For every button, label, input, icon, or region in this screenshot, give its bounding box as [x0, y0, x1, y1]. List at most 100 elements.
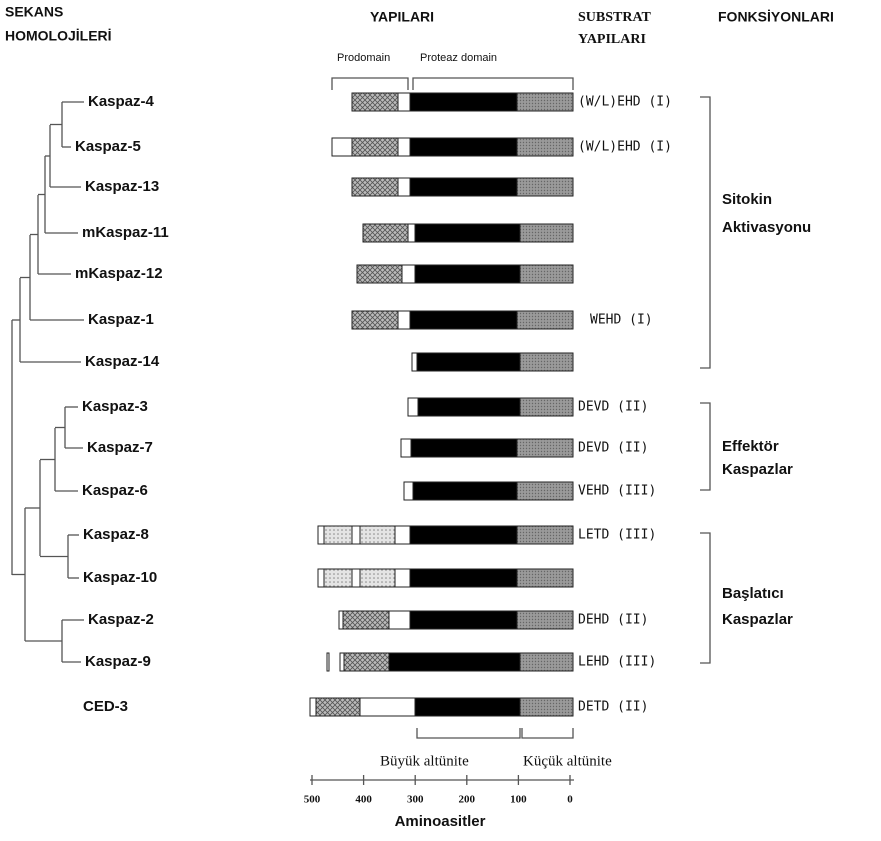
domain-segment — [326, 652, 330, 672]
caspase-name: Kaspaz-14 — [85, 353, 160, 370]
caspase-name: Kaspaz-6 — [82, 482, 148, 499]
substrate: DEHD (II) — [578, 613, 648, 628]
domain-segment — [516, 481, 574, 501]
axis-tick-label: 400 — [355, 794, 372, 806]
caspase-name: Kaspaz-8 — [83, 526, 149, 543]
dendrogram — [11, 101, 84, 663]
domain-segment — [351, 525, 361, 545]
domain-segment — [409, 568, 518, 588]
group-bracket — [700, 96, 711, 369]
domain-segment — [516, 610, 574, 630]
domain-segment — [409, 525, 518, 545]
axis-tick-label: 300 — [407, 794, 424, 806]
domain-segment — [519, 397, 574, 417]
domain-segment — [416, 352, 521, 372]
domain-segment — [388, 610, 411, 630]
domain-segment — [351, 177, 399, 197]
subunit-label: Küçük altünite — [523, 753, 612, 769]
domain-segment — [394, 568, 411, 588]
substrate: VEHD (III) — [578, 484, 656, 499]
group-label: Sitokin — [722, 191, 772, 208]
caspase-name: mKaspaz-11 — [82, 224, 169, 241]
domain-segment — [400, 438, 412, 458]
domain-segment — [323, 525, 353, 545]
axis-tick-label: 500 — [304, 794, 321, 806]
axis-tick-label: 100 — [510, 794, 527, 806]
substrate: LEHD (III) — [578, 655, 656, 670]
domain-segment — [397, 137, 411, 157]
domain-segment — [342, 610, 390, 630]
domain-segment — [359, 697, 416, 717]
header: YAPILARI — [370, 9, 434, 25]
domain-segment — [417, 397, 521, 417]
domain-segment — [362, 223, 409, 243]
group-label: Kaspazlar — [722, 611, 793, 628]
axis-tick-label: 0 — [567, 794, 573, 806]
axis-tick-label: 200 — [459, 794, 476, 806]
domain-segment — [519, 352, 574, 372]
domain-segment — [516, 525, 574, 545]
bracket — [521, 728, 574, 739]
domain-segment — [317, 568, 325, 588]
substrate: (W/L)EHD (I) — [578, 140, 672, 155]
domain-segment — [343, 652, 390, 672]
domain-segment — [414, 697, 521, 717]
header: SEKANS — [5, 4, 63, 20]
domain-segment — [388, 652, 521, 672]
domain-segment — [397, 92, 411, 112]
caspase-name: CED-3 — [83, 698, 128, 715]
domain-segment — [409, 177, 518, 197]
substrate: DETD (II) — [578, 700, 648, 715]
caspase-name: Kaspaz-2 — [88, 611, 154, 628]
domain-segment — [351, 137, 399, 157]
bracket — [416, 728, 521, 739]
substrate: LETD (III) — [578, 528, 656, 543]
domain-segment — [403, 481, 414, 501]
domain-segment — [516, 568, 574, 588]
domain-segment — [516, 92, 574, 112]
domain-segment — [409, 310, 518, 330]
caspase-name: Kaspaz-3 — [82, 398, 148, 415]
group-bracket — [700, 532, 711, 664]
header: HOMOLOJİLERİ — [5, 28, 112, 44]
domain-segment — [409, 610, 518, 630]
domain-segment — [323, 568, 353, 588]
substrate: (W/L)EHD (I) — [578, 95, 672, 110]
domain-segment — [411, 352, 418, 372]
substrate: DEVD (II) — [578, 400, 648, 415]
domain-segment — [414, 223, 521, 243]
group-label: Effektör — [722, 438, 779, 455]
axis-label: Aminoasitler — [395, 813, 486, 830]
domain-segment — [414, 264, 521, 284]
header: YAPILARI — [578, 32, 646, 47]
header: FONKSİYONLARI — [718, 9, 834, 25]
domain-segment — [359, 568, 396, 588]
domain-segment — [410, 438, 518, 458]
domain-label: Prodomain — [337, 52, 390, 64]
domain-segment — [412, 481, 518, 501]
domain-segment — [339, 652, 345, 672]
domain-label: Proteaz domain — [420, 52, 497, 64]
domain-segment — [338, 610, 344, 630]
domain-segment — [356, 264, 403, 284]
domain-segment — [519, 223, 574, 243]
domain-segment — [351, 92, 399, 112]
domain-segment — [407, 397, 419, 417]
domain-segment — [397, 310, 411, 330]
domain-segment — [351, 310, 399, 330]
domain-segment — [331, 137, 353, 157]
group-label: Aktivasyonu — [722, 219, 811, 236]
domain-segment — [394, 525, 411, 545]
domain-segment — [359, 525, 396, 545]
group-bracket — [700, 402, 711, 491]
substrate: DEVD (II) — [578, 441, 648, 456]
group-label: Başlatıcı — [722, 585, 784, 602]
domain-segment — [351, 568, 361, 588]
bracket — [412, 77, 574, 90]
caspase-name: Kaspaz-5 — [75, 138, 141, 155]
domain-segment — [401, 264, 416, 284]
domain-segment — [315, 697, 361, 717]
header: SUBSTRAT — [578, 10, 652, 25]
domain-segment — [409, 137, 518, 157]
caspase-name: Kaspaz-9 — [85, 653, 151, 670]
